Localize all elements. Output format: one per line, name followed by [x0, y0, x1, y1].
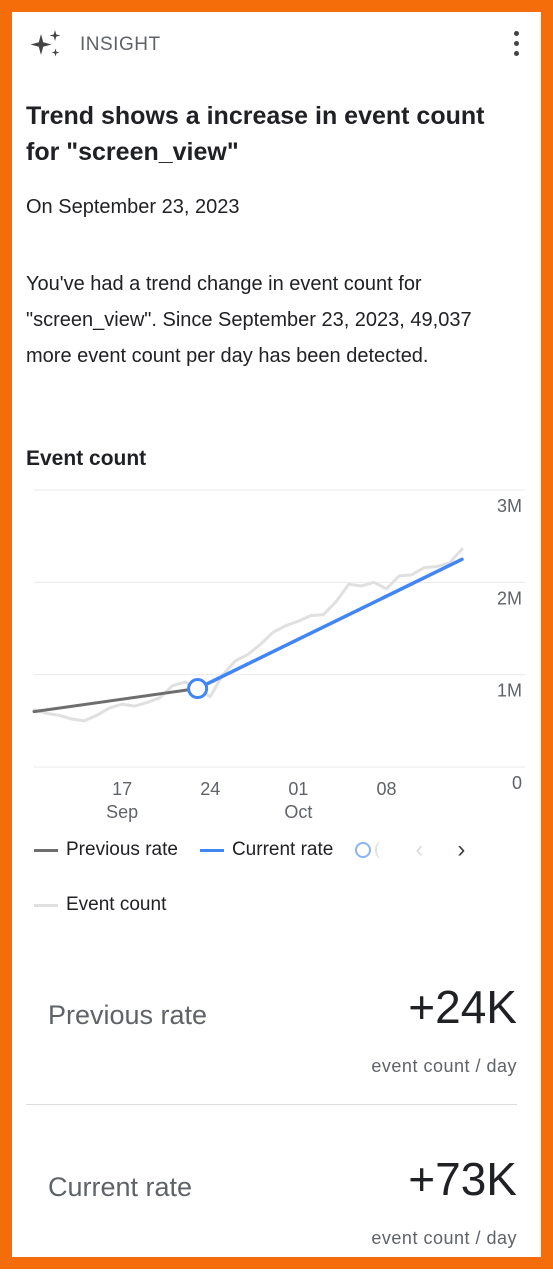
- legend-change-point[interactable]: [355, 841, 389, 859]
- legend-overflow-fade: [375, 841, 389, 859]
- current-rate-label: Current rate: [48, 1172, 193, 1202]
- previous-rate-unit: event count / day: [371, 1056, 517, 1076]
- previous-rate-value: +24K: [408, 981, 517, 1033]
- insight-card: INSIGHT Trend shows a increase in event …: [12, 12, 541, 1257]
- card-header: INSIGHT: [28, 28, 525, 62]
- previous-rate-summary: Previous rate +24K event count / day: [26, 980, 517, 1100]
- legend-previous-label: Previous rate: [66, 839, 178, 860]
- y-tick-label: 1M: [497, 681, 522, 701]
- legend-event-swatch: [34, 903, 58, 907]
- previous-rate-line: [32, 687, 200, 714]
- event-count-line: [32, 547, 464, 723]
- x-tick-label: 17: [112, 779, 132, 799]
- insight-date: On September 23, 2023: [26, 196, 240, 218]
- y-tick-label: 3M: [497, 496, 522, 516]
- legend-current-label: Current rate: [231, 839, 334, 860]
- x-tick-label: 08: [376, 779, 396, 799]
- chevron-left-icon[interactable]: ‹: [415, 836, 424, 863]
- legend-previous-swatch: [34, 848, 58, 852]
- x-tick-label: 24: [200, 779, 220, 799]
- legend-event-count[interactable]: Event count: [34, 894, 166, 916]
- previous-rate-label: Previous rate: [48, 1000, 208, 1030]
- change-point-swatch: [355, 842, 372, 858]
- x-tick-label: 01: [288, 779, 308, 799]
- y-tick-label: 0: [512, 773, 522, 793]
- event-count-chart: 3M 2M 1M 0 17 Sep 24 01 Oct 08: [32, 489, 525, 822]
- legend-current-swatch: [199, 848, 224, 852]
- x-tick-month-label: Sep: [106, 802, 138, 822]
- current-rate-summary: Current rate +73K event count / day: [26, 1152, 517, 1272]
- legend-current-rate[interactable]: Current rate: [199, 839, 334, 861]
- legend-previous-rate[interactable]: Previous rate: [34, 839, 178, 861]
- legend-event-label: Event count: [66, 894, 167, 915]
- current-rate-line: [195, 557, 464, 691]
- sparkle-icon: [30, 30, 61, 57]
- change-point-marker: [187, 678, 209, 700]
- divider: [26, 1104, 517, 1105]
- current-rate-unit: event count / day: [371, 1228, 517, 1248]
- chevron-right-icon[interactable]: ›: [457, 836, 466, 863]
- y-tick-label: 2M: [497, 588, 522, 608]
- insight-title: Trend shows a increase in event count fo…: [26, 102, 485, 166]
- x-tick-month-label: Oct: [284, 802, 312, 822]
- insight-description: You've had a trend change in event count…: [26, 273, 472, 367]
- insight-label: INSIGHT: [80, 34, 161, 55]
- more-vert-icon[interactable]: [511, 28, 521, 62]
- chart-legend-row-2: Event count: [34, 890, 188, 920]
- chart-title: Event count: [26, 447, 147, 470]
- chart-legend: Previous rate Current rate ‹ ›: [34, 835, 520, 865]
- current-rate-value: +73K: [408, 1153, 517, 1205]
